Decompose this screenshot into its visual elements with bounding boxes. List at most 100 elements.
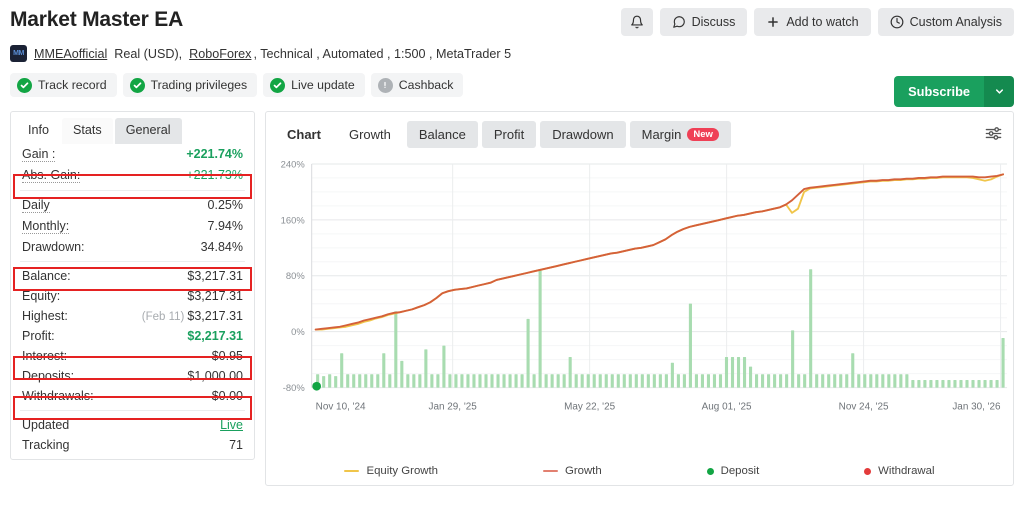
badge-label: Track record	[38, 78, 107, 92]
volume-bar	[556, 374, 560, 388]
badge-track-record[interactable]: Track record	[10, 73, 117, 97]
sidebar-tab-info[interactable]: Info	[28, 123, 50, 137]
legend-growth[interactable]: Growth	[542, 465, 602, 477]
stat-value[interactable]: Live	[220, 418, 243, 432]
volume-bar	[448, 374, 452, 388]
badge-live-update[interactable]: Live update	[263, 73, 365, 97]
volume-bar	[352, 374, 356, 388]
volume-bar	[706, 374, 711, 388]
subscribe-label: Subscribe	[894, 76, 984, 107]
volume-bar	[682, 374, 686, 388]
volume-bar	[748, 366, 753, 388]
volume-bar	[923, 379, 927, 388]
account-name-link[interactable]: MMEAofficial	[34, 46, 108, 61]
comment-icon	[672, 15, 686, 29]
volume-bar	[424, 349, 428, 388]
tab-drawdown[interactable]: Drawdown	[540, 121, 626, 148]
stats-list: Gain : +221.74% Abs. Gain: +221.73% Daily 0.2…	[11, 144, 254, 459]
badge-label: Live update	[291, 78, 355, 92]
volume-bar	[496, 374, 500, 388]
volume-bar	[592, 374, 596, 388]
volume-bar	[442, 345, 446, 388]
badge-cashback[interactable]: Cashback	[370, 73, 464, 97]
add-to-watch-button[interactable]: Add to watch	[754, 8, 871, 36]
volume-bar	[634, 374, 638, 388]
subscribe-button[interactable]: Subscribe	[894, 76, 1014, 107]
legend-dot-swatch	[864, 467, 872, 475]
volume-bar	[977, 379, 981, 388]
volume-bar	[532, 374, 536, 388]
tab-balance[interactable]: Balance	[406, 121, 478, 148]
badge-label: Trading privileges	[150, 78, 248, 92]
volume-bar	[346, 374, 350, 388]
volume-bar	[917, 379, 921, 388]
notifications-button[interactable]	[620, 8, 653, 36]
legend-deposit[interactable]: Deposit	[706, 465, 759, 477]
x-tick-label: Aug 01, '25	[702, 401, 752, 412]
volume-bar	[947, 379, 951, 388]
volume-bar	[905, 374, 909, 388]
volume-bar	[454, 374, 458, 388]
x-tick-label: Jan 30, '26	[952, 401, 1001, 412]
account-type: Real (USD),	[114, 46, 183, 61]
volume-bar	[430, 374, 434, 388]
volume-bar	[779, 374, 783, 388]
volume-bar	[893, 374, 897, 388]
x-tick-label: May 22, '25	[564, 401, 615, 412]
tab-margin[interactable]: Margin New	[629, 121, 731, 148]
series-line-growth	[314, 173, 1005, 331]
custom-analysis-label: Custom Analysis	[909, 15, 1002, 29]
volume-bar	[358, 374, 362, 388]
volume-bar	[995, 379, 999, 388]
volume-bar	[652, 374, 656, 388]
volume-bar	[574, 374, 578, 388]
volume-bar	[983, 379, 987, 388]
deposit-marker[interactable]	[312, 381, 322, 391]
plus-icon	[766, 15, 780, 29]
legend-line-swatch	[344, 470, 360, 472]
stat-row: Withdrawals: $0.00	[11, 386, 254, 406]
sliders-icon[interactable]	[984, 124, 1003, 148]
volume-bar	[724, 357, 729, 388]
stat-row: Balance: $3,217.31	[11, 266, 254, 286]
stat-label: Balance:	[22, 269, 71, 283]
chart-panel: Chart Growth Balance Profit Drawdown Mar…	[265, 111, 1014, 486]
broker-link[interactable]: RoboForex	[189, 46, 252, 61]
content-area: Info Stats General Gain : +221.74% Abs. Ga…	[0, 111, 1024, 486]
tab-chart[interactable]: Chart	[275, 121, 333, 148]
stat-row: Abs. Gain: +221.73%	[11, 165, 254, 186]
sidebar-tab-stats[interactable]: Stats	[62, 118, 113, 144]
chevron-down-icon[interactable]	[984, 76, 1014, 107]
volume-bar	[658, 374, 662, 388]
tab-growth[interactable]: Growth	[336, 121, 403, 148]
volume-bar	[833, 374, 837, 388]
volume-bar	[941, 379, 945, 388]
stat-value: 34.84%	[200, 240, 243, 254]
tab-profit[interactable]: Profit	[481, 121, 537, 148]
badge-trading-privileges[interactable]: Trading privileges	[122, 73, 258, 97]
volume-bar	[863, 374, 867, 388]
badge-label: Cashback	[398, 78, 454, 92]
legend-equity-growth[interactable]: Equity Growth	[344, 465, 438, 477]
volume-bar	[364, 374, 368, 388]
stat-label: Drawdown:	[22, 240, 85, 254]
stat-label: Gain :	[22, 147, 56, 162]
discuss-button[interactable]: Discuss	[659, 8, 748, 36]
stat-label: Equity:	[22, 289, 61, 303]
sidebar-tab-general[interactable]: General	[114, 118, 182, 144]
volume-bar	[598, 374, 602, 388]
volume-bar	[484, 374, 488, 388]
volume-bar	[400, 360, 404, 388]
volume-bar	[646, 374, 650, 388]
custom-analysis-button[interactable]: Custom Analysis	[877, 8, 1014, 36]
volume-bar	[418, 374, 422, 388]
volume-bar	[322, 376, 326, 388]
volume-bar	[472, 374, 476, 388]
stat-value: $0.00	[211, 389, 243, 403]
stat-value: $3,217.31	[187, 269, 243, 283]
header-actions: Discuss Add to watch Custom Analysis	[620, 6, 1014, 36]
tab-margin-label: Margin	[641, 127, 682, 142]
legend-withdrawal[interactable]: Withdrawal	[864, 465, 935, 477]
stat-value: +221.74%	[186, 147, 243, 161]
new-badge: New	[687, 127, 719, 142]
